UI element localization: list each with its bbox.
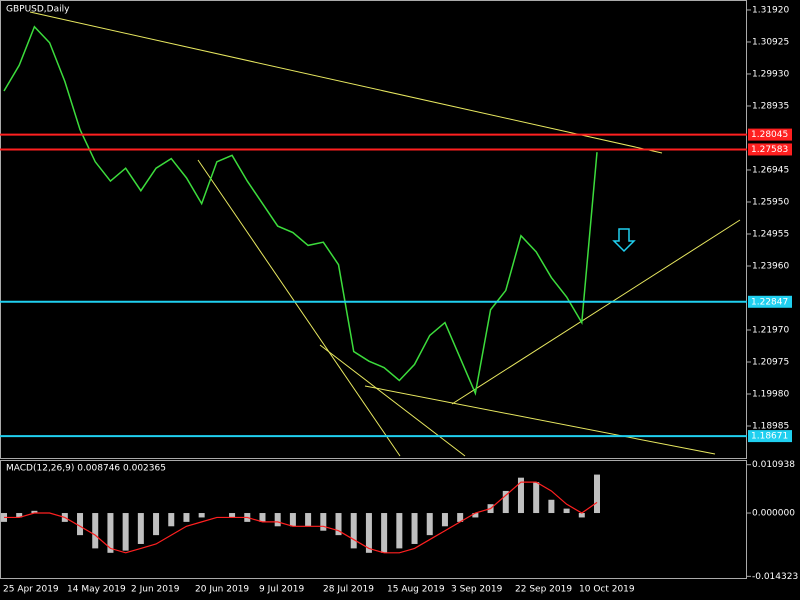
histogram-bar [274, 513, 281, 527]
trendline [451, 219, 741, 405]
histogram-bar [137, 513, 144, 544]
histogram-bar [16, 513, 23, 518]
trendline [319, 344, 466, 457]
trendlines [29, 11, 741, 457]
histogram-bar [107, 513, 114, 553]
x-tick-label: 2 Jun 2019 [131, 585, 180, 595]
histogram-bar [533, 482, 540, 514]
histogram-bar [168, 513, 175, 527]
histogram-bar [594, 474, 600, 514]
histogram-bar [92, 513, 99, 549]
histogram-bar [381, 513, 388, 553]
x-tick-label: 28 Jul 2019 [323, 585, 374, 595]
level-label: 1.22847 [751, 297, 788, 307]
x-tick-label: 3 Sep 2019 [451, 585, 503, 595]
level-label: 1.27583 [751, 145, 788, 155]
histogram-bar [502, 490, 509, 514]
level-label-bg [748, 295, 792, 308]
level-label-bg [748, 143, 792, 156]
level-label: 1.18671 [751, 432, 788, 442]
histogram-bar [563, 508, 570, 514]
histogram-bar [259, 513, 266, 522]
x-tick-label: 9 Jul 2019 [259, 585, 304, 595]
trendline [364, 385, 716, 455]
level-label-bg [748, 128, 792, 141]
y-tick-label: 1.25950 [752, 197, 789, 207]
y-tick-label: 1.20975 [752, 357, 789, 367]
x-tick-label: 20 Jun 2019 [195, 585, 249, 595]
histogram-bar [350, 513, 357, 549]
y-tick-label: 1.24955 [752, 229, 789, 239]
histogram-bar [578, 513, 585, 518]
sell-arrow [612, 228, 636, 253]
histogram-bar [517, 477, 524, 514]
trendline [29, 11, 663, 154]
chart-title: GBPUSD,Daily [6, 5, 70, 15]
y-tick-label: 1.30925 [752, 37, 789, 47]
y-tick-label: -0.014323 [752, 572, 798, 582]
y-tick-label: 1.21970 [752, 325, 789, 335]
macd-title: MACD(12,26,9) 0.008746 0.002365 [6, 464, 166, 474]
histogram-bar [229, 513, 236, 518]
level-label: 1.28045 [751, 130, 788, 140]
macd-panel [0, 460, 747, 579]
histogram-bar [77, 513, 84, 536]
histogram-bar [31, 510, 38, 514]
histogram-bar [457, 513, 464, 522]
histogram-bar [320, 513, 327, 531]
level-label-bg [748, 430, 792, 443]
histogram-bar [548, 499, 555, 514]
y-tick-label: 1.18985 [752, 421, 789, 431]
signal-line [4, 481, 598, 554]
histogram-bar [122, 513, 129, 551]
x-tick-label: 25 Apr 2019 [3, 585, 59, 595]
histogram-bar [335, 513, 342, 536]
y-tick-label: 1.29930 [752, 69, 789, 79]
trendline [197, 159, 401, 457]
price-panel [0, 0, 747, 459]
y-tick-label: 1.26945 [752, 165, 789, 175]
histogram-bar [305, 513, 312, 527]
histogram-bar [411, 513, 418, 544]
x-tick-label: 10 Oct 2019 [579, 585, 635, 595]
x-tick-label: 22 Sep 2019 [515, 585, 572, 595]
y-tick-label: 1.23960 [752, 261, 789, 271]
y-tick-label: 0.010938 [752, 460, 795, 470]
x-tick-label: 14 May 2019 [67, 585, 126, 595]
price-line [3, 25, 598, 396]
x-tick-label: 15 Aug 2019 [387, 585, 445, 595]
histogram-bar [472, 513, 479, 518]
histogram-bar [198, 513, 205, 518]
histogram-bar [426, 513, 433, 536]
y-tick-label: 1.31920 [752, 5, 789, 15]
histogram-bar [365, 513, 372, 553]
y-tick-label: 0.000000 [752, 509, 795, 519]
histogram-bar [183, 513, 190, 522]
histogram-bar [289, 513, 296, 527]
y-tick-label: 1.28935 [752, 101, 789, 111]
histogram-bar [153, 513, 160, 536]
histogram-bar [441, 513, 448, 527]
histogram-bar [396, 513, 403, 549]
y-tick-label: 1.19980 [752, 389, 789, 399]
